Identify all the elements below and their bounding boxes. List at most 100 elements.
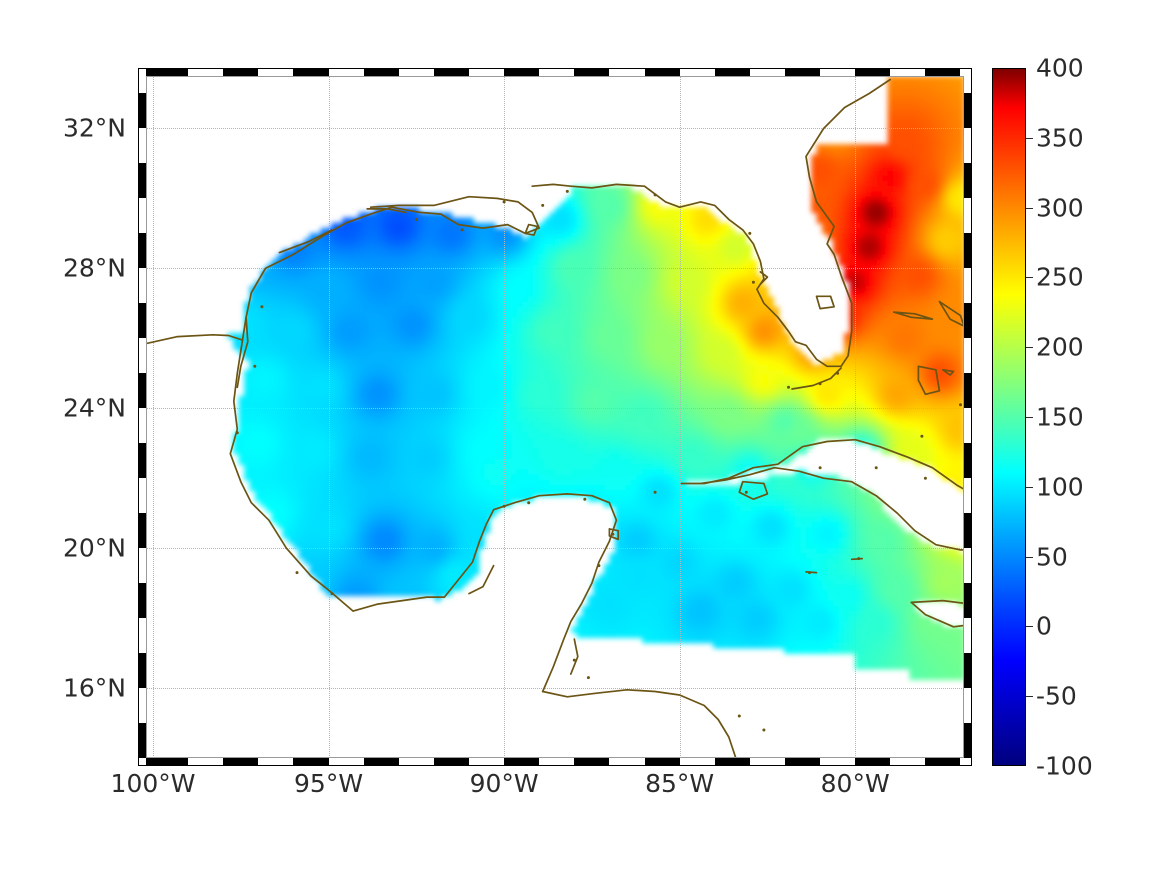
gridline-longitude	[504, 76, 506, 758]
colorbar-tick-label: 250	[1036, 262, 1084, 292]
map-plot-area	[146, 76, 964, 758]
map-border-segment	[960, 758, 964, 766]
map-border-segment	[363, 758, 399, 766]
map-border-segment	[138, 338, 146, 374]
map-border-segment	[138, 68, 146, 76]
map-border-segment	[964, 93, 972, 129]
map-border-segment	[964, 76, 972, 94]
map-border-segment	[328, 68, 364, 76]
map-border-segment	[146, 68, 154, 76]
map-border-segment	[964, 583, 972, 619]
map-border-segment	[223, 68, 259, 76]
map-border-segment	[293, 758, 329, 766]
longitude-tick-label: 90°W	[469, 769, 539, 798]
map-border-segment	[138, 443, 146, 479]
colorbar-tickmark	[1026, 277, 1033, 279]
colorbar-gradient	[992, 68, 1026, 766]
map-border-segment	[188, 758, 224, 766]
map-border-segment	[964, 128, 972, 164]
map-border-segment	[820, 68, 856, 76]
map-border-segment	[398, 758, 434, 766]
map-border-segment	[188, 68, 224, 76]
map-border-segment	[223, 758, 259, 766]
gridline-latitude	[146, 408, 964, 410]
longitude-tick-label: 100°W	[110, 769, 196, 798]
colorbar-tick-label: 400	[1036, 53, 1084, 83]
map-border-segment	[679, 68, 715, 76]
map-border-segment	[964, 513, 972, 549]
map-border-segment	[138, 583, 146, 619]
colorbar-tick-label: 100	[1036, 472, 1084, 502]
map-border-segment	[138, 198, 146, 234]
map-border-segment	[644, 758, 680, 766]
map-border-segment	[138, 93, 146, 129]
longitude-tick-label: 85°W	[645, 769, 715, 798]
map-border-segment	[964, 163, 972, 199]
map-border-segment	[855, 758, 891, 766]
map-border-segment	[964, 233, 972, 269]
gridline-longitude	[153, 76, 155, 758]
colorbar-tickmark	[1026, 486, 1033, 488]
gridline-longitude	[855, 76, 857, 758]
map-border-segment	[328, 758, 364, 766]
map-border-segment	[138, 653, 146, 689]
map-border-segment	[964, 758, 972, 766]
map-border-segment	[433, 68, 469, 76]
map-border-segment	[964, 373, 972, 409]
map-border-segment	[138, 408, 146, 444]
colorbar-tickmark	[1026, 137, 1033, 139]
map-border-segment	[258, 758, 294, 766]
map-border-segment	[468, 68, 505, 76]
map-border-segment	[784, 758, 821, 766]
map-border-segment	[964, 408, 972, 444]
gridline-latitude	[146, 688, 964, 690]
map-border-segment	[964, 443, 972, 479]
latitude-tick-label: 32°N	[62, 113, 126, 143]
latitude-tick-label: 16°N	[62, 673, 126, 703]
map-border-segment	[964, 723, 972, 758]
colorbar-tick-label: 150	[1036, 402, 1084, 432]
map-border-segment	[146, 758, 154, 766]
map-border-segment	[964, 618, 972, 654]
gridline-longitude	[328, 76, 330, 758]
map-border-segment	[964, 478, 972, 514]
map-border-segment	[574, 68, 610, 76]
map-border-segment	[890, 68, 926, 76]
map-border-segment	[398, 68, 434, 76]
colorbar-tick-label: -50	[1036, 681, 1077, 711]
map-border-segment	[925, 68, 961, 76]
map-border-segment	[138, 478, 146, 514]
map-border-segment	[138, 303, 146, 339]
map-border-segment	[138, 548, 146, 584]
map-border-segment	[138, 373, 146, 409]
colorbar-tickmark	[1026, 696, 1033, 698]
colorbar-tick-label: 200	[1036, 332, 1084, 362]
colorbar	[992, 68, 1026, 766]
map-border-segment	[293, 68, 329, 76]
gridline-latitude	[146, 128, 964, 130]
colorbar-tickmark	[1026, 347, 1033, 349]
map-border-segment	[749, 758, 785, 766]
map-border-segment	[363, 68, 399, 76]
map-border-segment	[820, 758, 856, 766]
colorbar-tick-label: 0	[1036, 611, 1052, 641]
map-border-segment	[153, 68, 189, 76]
map-border-segment	[138, 688, 146, 724]
map-border-segment	[574, 758, 610, 766]
map-border-segment	[138, 513, 146, 549]
map-border-segment	[890, 758, 926, 766]
map-border-segment	[258, 68, 294, 76]
colorbar-tick-label: 350	[1036, 123, 1084, 153]
map-border-segment	[964, 303, 972, 339]
map-border-segment	[964, 268, 972, 304]
map-border-segment	[539, 758, 575, 766]
map-border-segment	[964, 548, 972, 584]
gridline-latitude	[146, 268, 964, 270]
coastline-overlay	[146, 78, 964, 758]
map-border-segment	[504, 758, 540, 766]
map-border-segment	[609, 68, 645, 76]
map-border-segment	[679, 758, 715, 766]
colorbar-tick-label: -100	[1036, 751, 1093, 781]
map-border-segment	[964, 198, 972, 234]
